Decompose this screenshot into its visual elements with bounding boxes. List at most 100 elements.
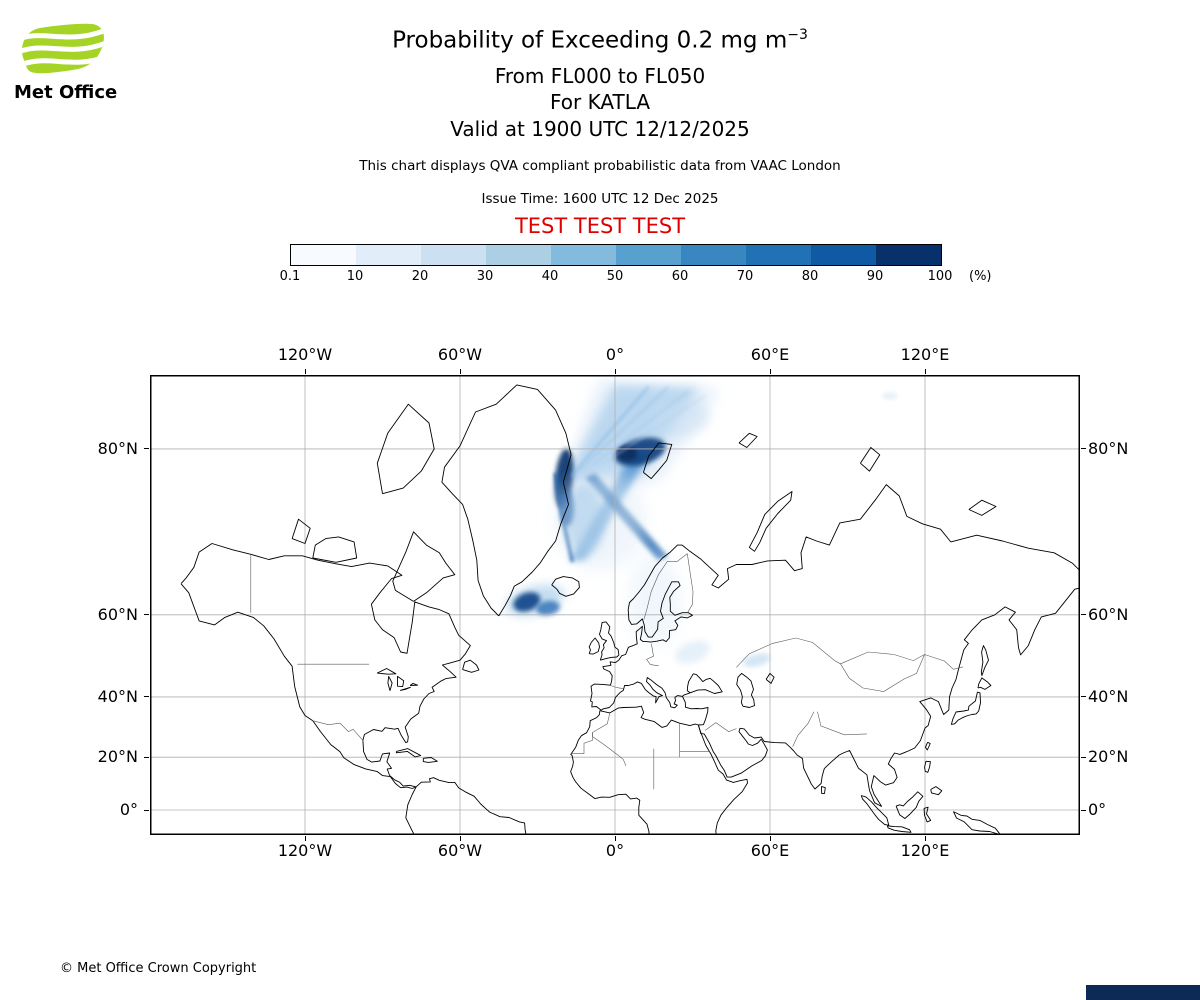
- coastline: [923, 806, 932, 823]
- country-border: [643, 553, 688, 620]
- title-superscript: −3: [787, 27, 808, 43]
- country-border: [610, 685, 624, 689]
- coastline-layer: [180, 384, 1080, 835]
- copyright-text: © Met Office Crown Copyright: [60, 961, 257, 976]
- axis-tick-left-0: [144, 448, 149, 450]
- coastline: [886, 825, 912, 833]
- axis-label-right-1: 60°N: [1088, 604, 1129, 624]
- coastline: [748, 491, 793, 552]
- axis-tick-top-3: [769, 369, 771, 374]
- colorbar-tick-label-5: 50: [606, 269, 624, 284]
- colorbar-segment-5: [616, 245, 681, 265]
- ash-plume-layer: [505, 380, 898, 668]
- coastline: [952, 811, 1001, 835]
- subtitle-volcano: For KATLA: [550, 90, 650, 114]
- ash-plume-shape-17: [743, 653, 771, 668]
- axis-label-top-2: 0°: [605, 345, 625, 364]
- colorbar-segment-1: [356, 245, 421, 265]
- colorbar-segment-9: [876, 245, 941, 265]
- coastline: [570, 705, 748, 835]
- coastline: [930, 786, 943, 796]
- coastline: [387, 675, 393, 691]
- country-border: [840, 651, 925, 665]
- coastline: [441, 384, 572, 617]
- country-border: [924, 654, 964, 670]
- probability-colorbar: [290, 244, 942, 266]
- country-border: [705, 722, 737, 732]
- coastline: [392, 531, 456, 602]
- coastline: [765, 672, 775, 684]
- axis-label-left-0: 80°N: [97, 438, 138, 458]
- axis-label-bottom-1: 60°W: [437, 841, 483, 860]
- colorbar-tick-labels: 0.1 10 20 30 40 50 60 70 80 90 100: [0, 269, 1200, 287]
- coastline: [968, 499, 997, 516]
- ash-plume-shape-13: [536, 600, 560, 616]
- country-border: [792, 711, 815, 747]
- axis-tick-left-4: [144, 809, 149, 811]
- border-layer: [250, 553, 964, 790]
- ash-plume-shape-15: [629, 555, 680, 646]
- axis-label-right-0: 80°N: [1088, 438, 1129, 458]
- axis-tick-bottom-4: [924, 836, 926, 841]
- coastline: [895, 791, 924, 819]
- axis-label-right-3: 20°N: [1088, 747, 1129, 767]
- coastline: [736, 672, 755, 708]
- colorbar-tick-label-10: 100: [927, 269, 953, 284]
- coastline: [860, 447, 881, 472]
- map-frame: [150, 375, 1080, 835]
- colorbar-segment-3: [486, 245, 551, 265]
- ash-plume-shape-19: [570, 385, 650, 477]
- ash-plume-shape-22: [576, 394, 706, 482]
- axis-tick-bottom-0: [304, 836, 306, 841]
- coastline: [980, 645, 989, 676]
- axis-label-top-1: 60°W: [437, 345, 483, 364]
- country-border: [736, 637, 841, 668]
- issue-time: Issue Time: 1600 UTC 12 Dec 2025: [481, 191, 719, 207]
- axis-tick-top-2: [614, 369, 616, 374]
- coastline: [422, 757, 438, 763]
- axis-tick-bottom-2: [614, 836, 616, 841]
- colorbar-unit-label: (%): [969, 269, 992, 284]
- colorbar-tick-label-7: 70: [736, 269, 754, 284]
- colorbar-segment-7: [746, 245, 811, 265]
- coastline: [376, 668, 397, 675]
- axis-tick-left-1: [144, 614, 149, 616]
- test-banner: TEST TEST TEST: [514, 214, 686, 238]
- coastline: [977, 677, 992, 690]
- country-border: [571, 732, 593, 754]
- coastline: [924, 760, 931, 773]
- country-border: [817, 711, 867, 736]
- chart-description: This chart displays QVA compliant probab…: [359, 158, 841, 174]
- axis-tick-top-4: [924, 369, 926, 374]
- ash-plume-shape-21: [574, 390, 689, 480]
- page-title: Probability of Exceeding 0.2 mg m−3: [0, 27, 1200, 54]
- colorbar-tick-label-3: 30: [476, 269, 494, 284]
- axis-tick-left-2: [144, 696, 149, 698]
- coastline: [312, 536, 358, 563]
- colorbar-segment-2: [421, 245, 486, 265]
- axis-label-left-2: 40°N: [97, 686, 138, 706]
- coastline: [291, 518, 311, 544]
- coastline: [820, 785, 826, 794]
- axis-label-top-3: 60°E: [750, 345, 790, 364]
- axis-tick-right-4: [1081, 809, 1086, 811]
- page-title-text: Probability of Exceeding 0.2 mg m: [392, 27, 788, 54]
- country-border: [840, 654, 925, 692]
- ash-plume-shape-20: [572, 386, 669, 478]
- axis-tick-right-3: [1081, 756, 1086, 758]
- axis-label-right-2: 40°N: [1088, 686, 1129, 706]
- coastline: [642, 442, 673, 480]
- coastline: [409, 682, 419, 686]
- country-border: [592, 736, 627, 767]
- axis-label-top-4: 120°E: [900, 345, 950, 364]
- country-border: [312, 720, 364, 741]
- footer-navy-bar: [1086, 985, 1200, 1000]
- map-canvas: [150, 375, 1080, 835]
- colorbar-segment-6: [681, 245, 746, 265]
- axis-label-left-4: 0°: [119, 800, 138, 819]
- coastline: [462, 659, 480, 673]
- coastline: [950, 691, 981, 725]
- country-border: [646, 643, 659, 667]
- colorbar-segment-0: [291, 245, 356, 265]
- axis-label-top-0: 120°W: [277, 345, 333, 364]
